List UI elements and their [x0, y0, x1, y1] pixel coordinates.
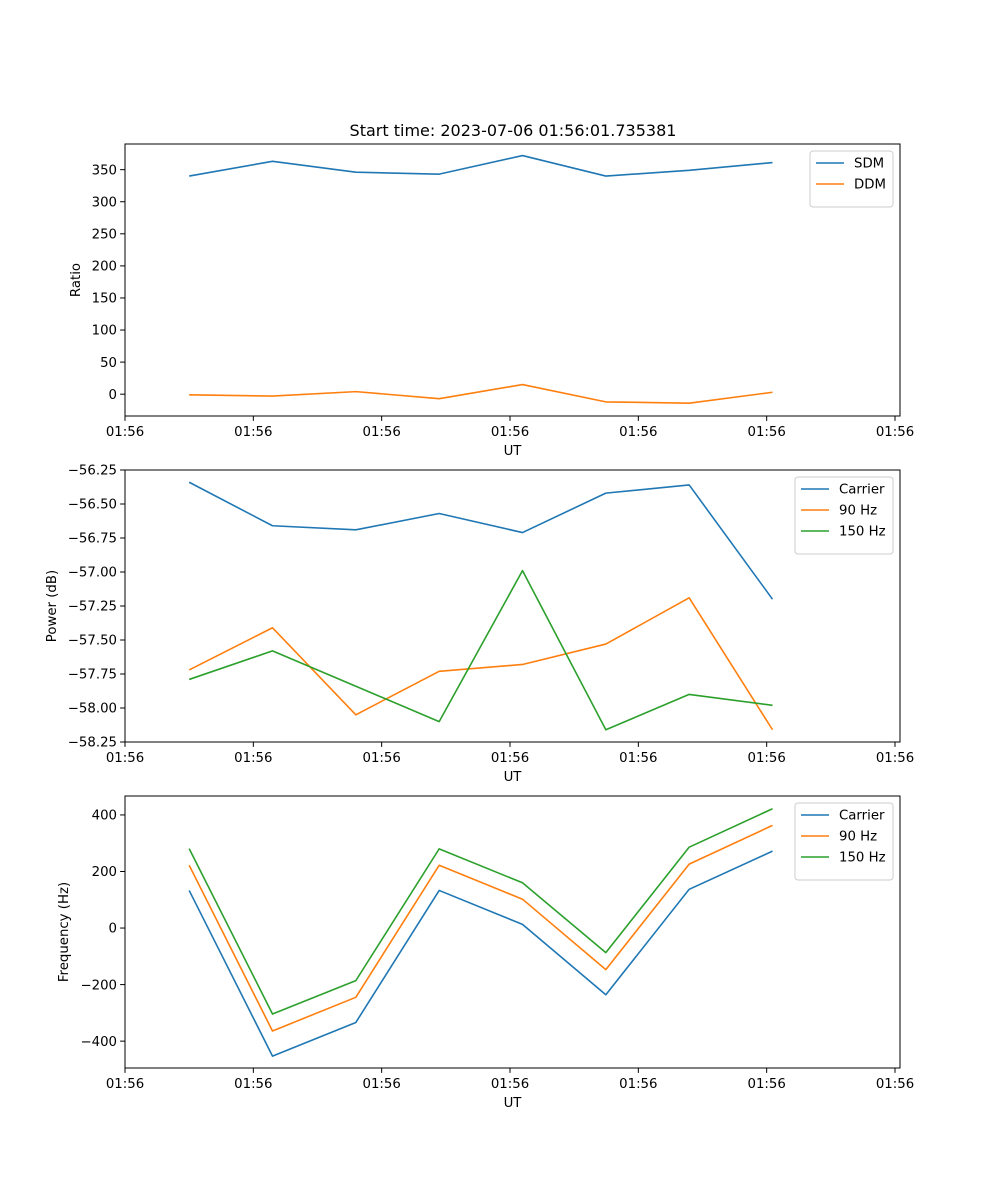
x-tick-label: 01:56	[234, 1077, 272, 1092]
ratio-axes-frame	[124, 143, 901, 417]
ratio-legend: SDM DDM	[809, 150, 894, 208]
y-tick-label: 100	[92, 324, 117, 339]
y-tick-label: −56.25	[68, 464, 117, 479]
x-tick-label: 01:56	[619, 751, 657, 766]
y-tick-label: −56.50	[68, 498, 117, 513]
frequency-axes-frame	[124, 795, 901, 1069]
x-axis-label: UT	[504, 1096, 523, 1111]
y-tick-label: −57.00	[68, 566, 117, 581]
x-tick-label: 01:56	[876, 1077, 914, 1092]
x-axis-label: UT	[504, 770, 523, 785]
legend-label: 150 Hz	[839, 851, 886, 866]
x-tick-label: 01:56	[876, 751, 914, 766]
power-panel: 01:5601:5601:5601:5601:5601:5601:5601:57…	[45, 464, 914, 785]
legend-box	[809, 150, 894, 208]
y-tick-label: 200	[92, 865, 117, 880]
x-tick-label: 01:56	[619, 425, 657, 440]
y-tick-label: −400	[80, 1035, 117, 1050]
power-series-carrier	[188, 481, 774, 600]
y-tick-label: −57.25	[68, 600, 117, 615]
x-tick-label: 01:56	[619, 1077, 657, 1092]
y-tick-label: −58.00	[68, 702, 117, 717]
y-tick-label: 0	[109, 388, 117, 403]
x-tick-label: 01:56	[363, 751, 401, 766]
legend-box	[794, 476, 894, 555]
x-tick-label: 01:56	[491, 751, 529, 766]
y-tick-label: 350	[92, 163, 117, 178]
legend-label: SDM	[854, 157, 884, 172]
x-tick-label: 01:56	[106, 425, 144, 440]
chart-title: Start time: 2023-07-06 01:56:01.735381	[350, 121, 677, 140]
y-tick-label: 0	[109, 922, 117, 937]
legend-label: Carrier	[839, 483, 885, 498]
frequency-series-carrier	[188, 850, 773, 1057]
y-axis-label: Frequency (Hz)	[57, 882, 72, 982]
y-axis-label: Ratio	[69, 263, 84, 297]
frequency-series-90-hz	[188, 824, 773, 1032]
y-tick-label: −200	[80, 978, 117, 993]
x-tick-label: 01:56	[234, 751, 272, 766]
x-axis-label: UT	[504, 444, 523, 459]
legend-box	[794, 802, 894, 881]
x-tick-label: 01:56	[876, 425, 914, 440]
x-tick-label: 01:56	[363, 425, 401, 440]
legend-label: DDM	[854, 178, 886, 193]
y-tick-label: 200	[92, 260, 117, 275]
y-tick-label: 300	[92, 195, 117, 210]
x-tick-label: 01:56	[491, 425, 529, 440]
legend-label: 90 Hz	[839, 504, 877, 519]
y-axis-label: Power (dB)	[45, 570, 60, 642]
legend-label: Carrier	[839, 809, 885, 824]
legend-label: 90 Hz	[839, 830, 877, 845]
y-tick-label: −57.75	[68, 668, 117, 683]
power-series-150-hz	[188, 569, 773, 731]
y-tick-label: 250	[92, 228, 117, 243]
y-tick-label: −56.75	[68, 532, 117, 547]
frequency-legend: Carrier 90 Hz 150 Hz	[794, 802, 894, 881]
x-tick-label: 01:56	[234, 425, 272, 440]
legend-label: 150 Hz	[839, 525, 886, 540]
x-tick-label: 01:56	[748, 1077, 786, 1092]
x-tick-label: 01:56	[491, 1077, 529, 1092]
x-tick-label: 01:56	[748, 425, 786, 440]
x-tick-label: 01:56	[106, 1077, 144, 1092]
x-tick-label: 01:56	[106, 751, 144, 766]
y-tick-label: −58.25	[68, 736, 117, 751]
power-legend: Carrier 90 Hz 150 Hz	[794, 476, 894, 555]
y-tick-label: 400	[92, 809, 117, 824]
x-tick-label: 01:56	[748, 751, 786, 766]
ratio-series-sdm	[189, 154, 773, 177]
y-tick-label: 150	[92, 292, 117, 307]
x-tick-label: 01:56	[363, 1077, 401, 1092]
ratio-panel: 01:5601:5601:5601:5601:5601:5601:5601:57…	[69, 143, 914, 459]
y-tick-label: −57.50	[68, 634, 117, 649]
power-series-90-hz	[188, 597, 774, 731]
frequency-series-150-hz	[188, 807, 773, 1015]
frequency-panel: 01:5601:5601:5601:5601:5601:5601:5601:57…	[57, 795, 914, 1111]
y-tick-label: 50	[100, 356, 117, 371]
ratio-series-ddm	[189, 383, 773, 404]
